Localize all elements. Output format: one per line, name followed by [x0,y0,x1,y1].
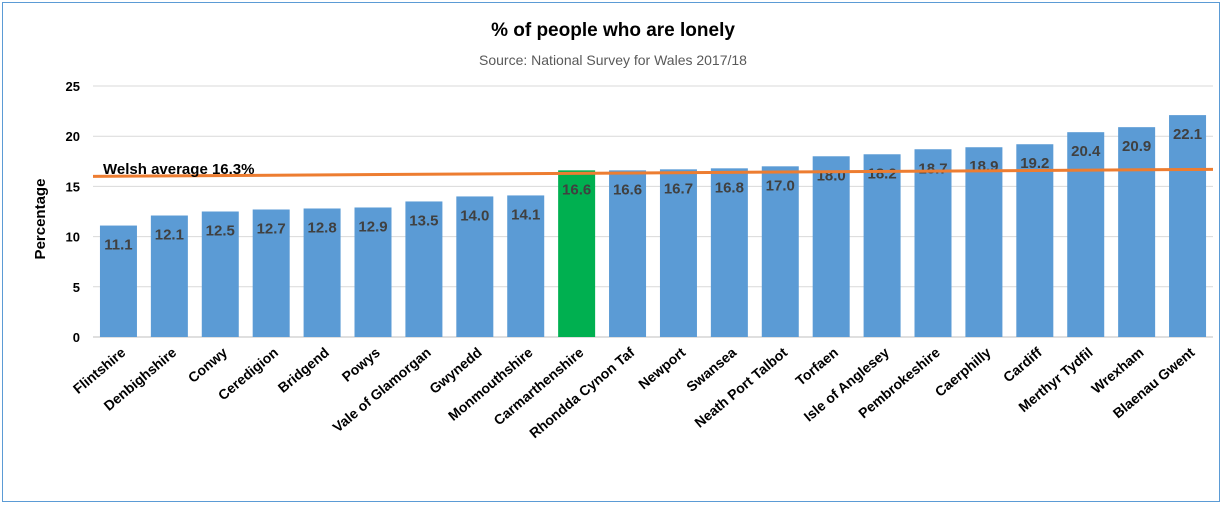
y-axis-label: Percentage [32,179,49,260]
chart-title: % of people who are lonely [491,20,735,41]
data-label: 13.5 [409,212,438,229]
bar-torfaen [812,156,850,337]
data-label: 22.1 [1173,126,1202,143]
data-label: 12.5 [206,223,235,240]
y-axis-ticks: 0 5 10 15 20 25 [66,79,80,345]
bar-denbighshire [150,215,188,337]
x-tick-label: Conwy [185,344,231,386]
x-tick-label: Neath Port Talbot [691,344,790,431]
x-tick-label: Carmarthenshire [490,344,586,428]
data-label: 17.0 [766,177,795,194]
x-tick-label: Caerphilly [932,344,994,400]
bar-merthyr-tydfil [1067,132,1105,337]
x-tick-label: Isle of Anglesey [800,344,892,425]
x-tick-label: Vale of Glamorgan [329,344,433,435]
data-label: 14.1 [511,206,540,223]
y-tick-label: 25 [66,79,80,94]
bar-conwy [201,211,239,337]
data-label: 11.1 [104,237,132,254]
x-tick-label: Newport [635,344,688,392]
x-tick-label: Powys [339,344,383,385]
bar-carmarthenshire [558,170,596,337]
data-label: 18.2 [867,165,896,182]
data-label: 16.6 [613,181,642,198]
data-label: 19.2 [1020,155,1049,172]
x-tick-label: Monmouthshire [445,344,536,424]
bar-neath-port-talbot [761,166,799,337]
data-label: 12.9 [358,218,387,235]
data-label: 12.1 [155,227,184,244]
y-tick-label: 5 [73,280,80,295]
bar-caerphilly [965,147,1003,337]
bar-newport [659,169,697,337]
y-tick-label: 10 [66,230,80,245]
bar-cardiff [1016,144,1054,337]
data-label: 14.0 [460,207,489,224]
x-tick-label: Cardiff [1000,344,1045,385]
bars [99,115,1207,337]
data-label: 12.8 [307,219,336,236]
data-label: 20.9 [1122,138,1151,155]
bar-monmouthshire [507,195,545,337]
chart-subtitle: Source: National Survey for Wales 2017/1… [479,52,747,68]
y-tick-label: 20 [66,129,80,144]
y-tick-label: 0 [73,330,80,345]
data-label: 20.4 [1071,143,1101,160]
bar-swansea [710,168,748,337]
bar-pembrokeshire [914,149,952,337]
data-label: 18.9 [969,158,998,175]
bar-blaenau-gwent [1169,115,1207,337]
x-tick-label: Bridgend [275,344,332,396]
data-label: 18.7 [918,160,947,177]
bar-powys [354,207,392,337]
bar-flintshire [99,225,137,337]
data-label: 12.7 [257,220,286,237]
bar-gwynedd [456,196,494,337]
welsh-average-line [92,167,1214,178]
bar-ceredigion [252,209,290,337]
y-tick-label: 15 [66,179,80,194]
data-label: 16.7 [664,180,693,197]
data-label: 16.8 [715,179,744,196]
bar-rhondda-cynon-taf [609,170,647,337]
x-tick-label: Torfaen [792,344,841,389]
data-label: 18.0 [817,167,846,184]
bar-vale-of-glamorgan [405,201,443,337]
welsh-average-label: Welsh average 16.3% [103,161,254,178]
bar-wrexham [1118,127,1156,337]
bar-bridgend [303,208,341,337]
bar-isle-of-anglesey [863,154,901,337]
data-label: 16.6 [562,181,591,198]
